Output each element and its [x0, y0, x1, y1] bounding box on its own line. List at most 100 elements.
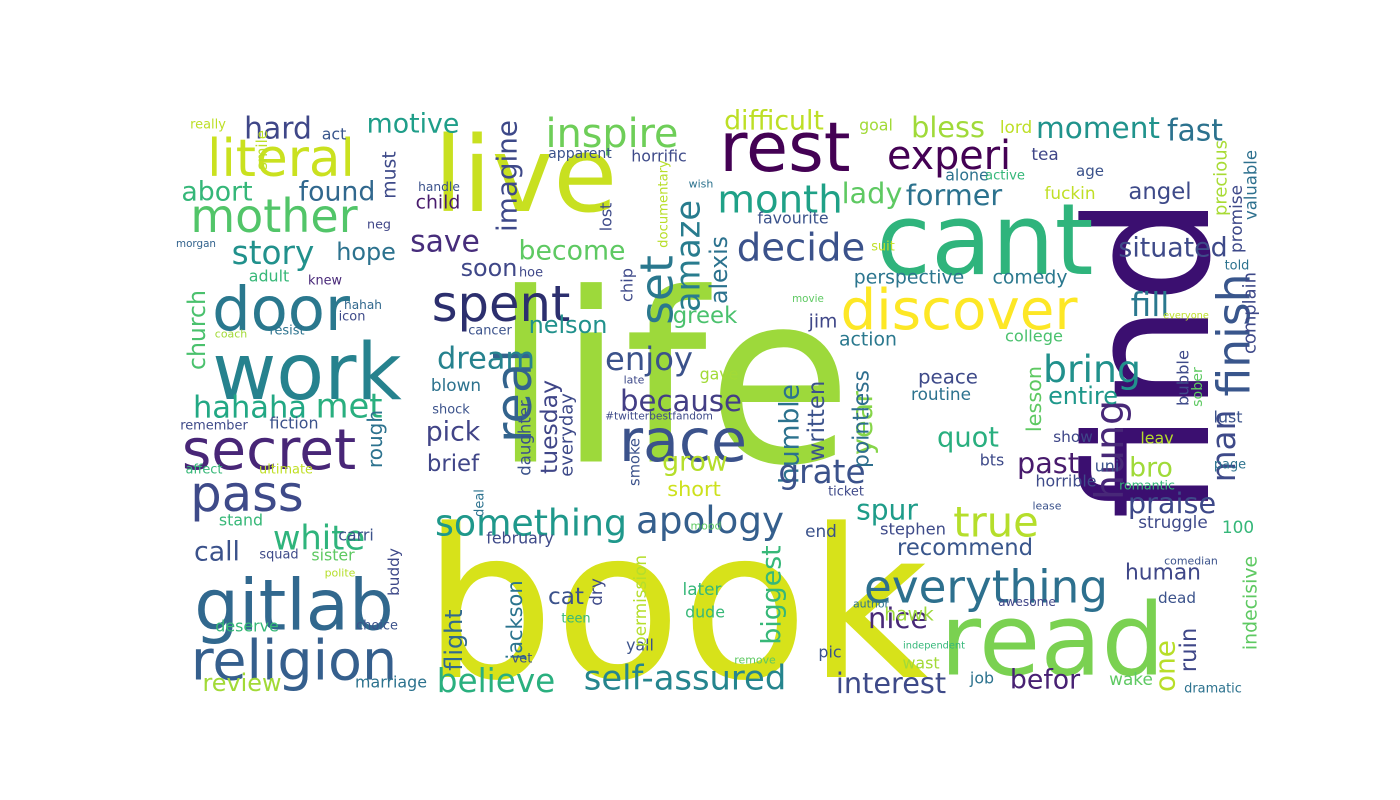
- word-remove: remove: [734, 654, 776, 667]
- word-book: book: [423, 484, 929, 726]
- word-dry: dry: [586, 578, 606, 606]
- word-vet: vet: [512, 652, 533, 667]
- word-comedy: comedy: [993, 268, 1068, 289]
- word-decide: decide: [737, 226, 866, 271]
- word-shock: shock: [432, 403, 470, 418]
- word-lost: lost: [597, 203, 616, 232]
- word-favourite: favourite: [757, 209, 828, 228]
- word-bts: bts: [980, 451, 1005, 470]
- word-lady: lady: [842, 176, 903, 210]
- word-romantic: romantic: [1119, 478, 1175, 493]
- word-must: must: [380, 151, 401, 199]
- word-dramatic: dramatic: [1184, 682, 1242, 697]
- word-soon: soon: [461, 254, 518, 282]
- word-live: live: [434, 114, 618, 236]
- word-hung: hung: [1087, 400, 1133, 500]
- word-discover: discover: [840, 278, 1078, 343]
- word-true: true: [953, 498, 1039, 547]
- word-fiction: fiction: [270, 414, 319, 433]
- word-story: story: [232, 234, 315, 272]
- word-age: age: [1076, 162, 1104, 180]
- word-remember: remember: [180, 419, 248, 434]
- word-handle: handle: [418, 180, 460, 194]
- word-end: end: [805, 521, 837, 541]
- word-motive: motive: [367, 109, 460, 140]
- word-former: former: [906, 178, 1003, 212]
- word-wast: wast: [902, 654, 939, 673]
- word-believe: believe: [437, 662, 556, 700]
- word-entire: entire: [1048, 382, 1118, 410]
- word-stand: stand: [219, 511, 263, 530]
- word-situated: situated: [1118, 233, 1227, 264]
- word-interest: interest: [836, 666, 946, 700]
- word-suit: suit: [871, 240, 895, 255]
- word-gitlab: gitlab: [194, 565, 393, 647]
- word-apology: apology: [636, 498, 784, 542]
- word-moment: moment: [1036, 111, 1160, 145]
- word-lord: lord: [1000, 117, 1032, 137]
- word-real: real: [485, 349, 543, 443]
- word-smoke: smoke: [627, 438, 644, 486]
- word-year: year: [845, 391, 879, 455]
- word-one: one: [1149, 640, 1182, 692]
- word-nice: nice: [868, 601, 928, 635]
- word-difficult: difficult: [724, 106, 824, 137]
- word-dude: dude: [685, 603, 725, 622]
- word-race: race: [619, 407, 747, 475]
- word-man: man: [1205, 410, 1243, 483]
- word-tea: tea: [1031, 144, 1058, 164]
- word-spent: spent: [432, 275, 571, 333]
- word-imagine: imagine: [491, 120, 524, 232]
- word-review: review: [202, 669, 281, 697]
- word-lust: lust: [1214, 408, 1243, 427]
- word-experi: experi: [887, 133, 1011, 179]
- word-gave: gave: [700, 365, 739, 384]
- word-promise: promise: [1226, 185, 1246, 253]
- word-valuable: valuable: [1242, 150, 1261, 220]
- word-daughter: daughter: [516, 400, 535, 476]
- word-pick: pick: [426, 417, 481, 448]
- word-pointless: pointless: [850, 370, 875, 468]
- word-child: child: [416, 193, 461, 214]
- word-enjoy: enjoy: [605, 340, 693, 378]
- word-humble: humble: [775, 384, 806, 484]
- word-perspective: perspective: [854, 268, 964, 289]
- word-work: work: [212, 327, 402, 418]
- word-leav: leav: [1140, 429, 1173, 448]
- word-pass: pass: [190, 465, 303, 523]
- word-page: page: [1214, 458, 1246, 473]
- word-coach: coach: [215, 328, 247, 341]
- word-squad: squad: [259, 548, 298, 563]
- word-job: job: [969, 669, 994, 688]
- word-white: white: [273, 519, 365, 558]
- word-brief: brief: [427, 451, 480, 477]
- word-uni: uni: [1095, 457, 1119, 476]
- word-amaze: amaze: [669, 200, 708, 312]
- word-found: found: [299, 177, 376, 208]
- word-lesson: lesson: [1022, 366, 1046, 432]
- word-finish: finish: [1208, 274, 1261, 397]
- word-hahaha: hahaha: [193, 391, 307, 426]
- word-rest: rest: [719, 108, 850, 188]
- word-blown: blown: [431, 375, 481, 395]
- word-secret: secret: [182, 417, 356, 483]
- word-later: later: [683, 579, 722, 599]
- word-fuckin: fuckin: [1044, 183, 1095, 203]
- word-independent: independent: [903, 641, 965, 652]
- word-hard: hard: [244, 112, 312, 147]
- word-human: human: [1125, 561, 1201, 586]
- word-morgan: morgan: [176, 238, 216, 250]
- word-permission: permission: [630, 555, 650, 647]
- word-awesome: awesome: [998, 595, 1056, 609]
- word-grate: grate: [778, 453, 865, 491]
- word-mother: mother: [190, 189, 357, 243]
- word-ticket: ticket: [828, 485, 864, 500]
- word-past: past: [1017, 446, 1079, 480]
- word-fill: fill: [1131, 286, 1170, 324]
- word-knew: knew: [308, 274, 342, 289]
- word-rough: rough: [363, 410, 387, 468]
- word-mood: mood: [690, 520, 721, 533]
- word-angel: angel: [1128, 179, 1191, 205]
- word-active: active: [985, 169, 1025, 184]
